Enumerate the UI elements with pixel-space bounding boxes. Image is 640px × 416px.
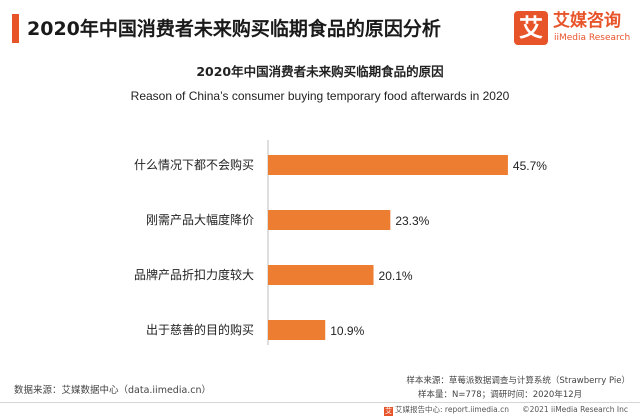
value-label: 23.3% [395, 214, 429, 228]
value-label: 20.1% [379, 269, 413, 283]
footer-report-center: 艾艾媒报告中心: report.iimedia.cn [384, 404, 509, 416]
logo-name-cn: 艾媒咨询 [553, 11, 621, 31]
bar [268, 320, 326, 340]
header-accent-bar [12, 14, 19, 43]
category-label: 什么情况下都不会购买 [134, 157, 254, 172]
bar [268, 265, 374, 285]
page-title: 2020年中国消费者未来购买临期食品的原因分析 [27, 18, 441, 40]
value-label: 45.7% [513, 159, 547, 173]
footer-copyright: ©2021 iiMedia Research Inc [522, 405, 628, 414]
footer-logo-icon: 艾 [384, 407, 393, 416]
category-label: 品牌产品折扣力度较大 [134, 267, 254, 282]
sample-size: 样本量：N=778；调研时间：2020年12月 [418, 390, 583, 400]
bar [268, 210, 391, 230]
category-label: 刚需产品大幅度降价 [146, 212, 254, 227]
sample-source: 样本来源：草莓派数据调查与计算系统（Strawberry Pie） [406, 376, 630, 386]
footer-divider [0, 402, 640, 403]
bar [268, 155, 508, 175]
category-label: 出于慈善的目的购买 [146, 322, 254, 337]
data-source: 数据来源：艾媒数据中心（data.iimedia.cn） [14, 385, 212, 396]
chart-subtitle: Reason of China’s consumer buying tempor… [130, 89, 510, 103]
chart-title: 2020年中国消费者未来购买临期食品的原因 [196, 64, 444, 79]
footer-report-text: 艾媒报告中心: report.iimedia.cn [395, 405, 509, 414]
iimedia-logo: 艾 艾媒咨询 iiMedia Research [514, 10, 634, 48]
logo-name-en: iiMedia Research [554, 33, 631, 43]
value-label: 10.9% [330, 324, 364, 338]
logo-mark-icon: 艾 [514, 11, 548, 45]
